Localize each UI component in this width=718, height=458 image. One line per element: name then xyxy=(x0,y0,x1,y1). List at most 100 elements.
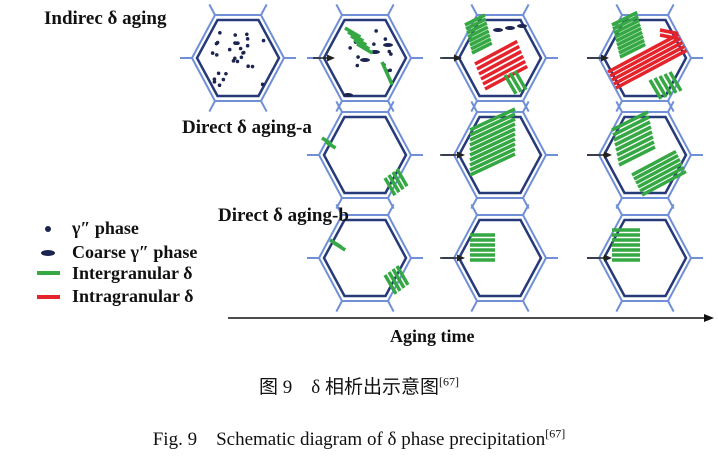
intergranular-delta xyxy=(635,157,681,185)
axis-label: Aging time xyxy=(390,326,475,346)
intergranular-delta xyxy=(648,79,663,100)
triple-junction-branch xyxy=(667,100,675,113)
triple-junction-branch xyxy=(387,3,395,16)
intergranular-delta xyxy=(614,125,652,147)
gamma-phase-dot xyxy=(250,64,255,69)
triple-junction-branch xyxy=(667,203,675,216)
triple-junction-branch xyxy=(260,100,268,113)
caption-en: Fig. 9 Schematic diagram of δ phase prec… xyxy=(0,424,718,451)
triple-junction-branch xyxy=(208,3,216,16)
triple-junction-branch xyxy=(387,203,395,216)
gamma-phase-dot xyxy=(245,43,250,48)
intragranular-delta xyxy=(480,54,525,81)
intergranular-delta xyxy=(611,10,638,27)
gamma-phase-dot xyxy=(245,32,249,37)
intragranular-delta xyxy=(615,48,688,90)
legend-dot-icon xyxy=(45,226,51,232)
intergranular-delta xyxy=(611,110,649,132)
caption-cn-ref: [67] xyxy=(438,374,459,389)
row-label-direct-b: Direct δ aging-b xyxy=(218,205,349,226)
intragranular-delta xyxy=(607,32,680,74)
intergranular-delta xyxy=(619,42,646,59)
triple-junction-branch xyxy=(387,100,395,113)
gamma-phase-dot xyxy=(372,42,376,46)
gamma-phase-dot xyxy=(224,71,228,76)
coarse-gamma-phase xyxy=(370,50,380,54)
grain-boundary-inner xyxy=(195,18,281,98)
intergranular-delta xyxy=(616,30,643,47)
triple-junction-branch xyxy=(522,3,530,16)
intergranular-delta xyxy=(347,30,365,43)
time-axis-arrow-head xyxy=(704,314,714,322)
intergranular-delta xyxy=(469,127,516,152)
gamma-phase-dot xyxy=(355,63,360,68)
coarse-gamma-phase xyxy=(505,26,515,30)
gamma-phase-dot xyxy=(233,33,238,37)
intergranular-delta xyxy=(391,268,406,289)
gamma-phase-dot xyxy=(227,47,232,52)
intergranular-delta xyxy=(508,72,523,93)
intergranular-delta xyxy=(471,41,493,55)
intergranular-delta xyxy=(387,271,402,292)
coarse-gamma-phase xyxy=(360,58,370,62)
intragranular-delta xyxy=(474,39,519,66)
gamma-phase-dot xyxy=(238,46,243,51)
gamma-phase-dot xyxy=(356,55,360,59)
intergranular-delta xyxy=(613,18,640,35)
gamma-phase-dot xyxy=(241,50,246,55)
gamma-phase-dot xyxy=(388,68,393,73)
triple-junction-branch xyxy=(667,300,675,313)
triple-junction-branch xyxy=(387,300,395,313)
intergranular-delta xyxy=(468,29,490,43)
gamma-phase-dot xyxy=(348,46,352,50)
gamma-phase-dot xyxy=(260,82,265,87)
intergranular-delta xyxy=(470,37,492,51)
intragranular-delta xyxy=(613,44,686,86)
intragranular-delta xyxy=(478,49,523,76)
legend-coarse-gamma-phase: Coarse γ″ phase xyxy=(72,242,198,262)
intergranular-delta xyxy=(617,140,655,162)
intergranular-delta xyxy=(464,13,486,27)
gamma-phase-dot xyxy=(387,49,392,54)
triple-junction-branch xyxy=(615,300,623,313)
intergranular-delta xyxy=(469,107,516,132)
legend-intragranular-delta: Intragranular δ xyxy=(72,286,194,306)
intergranular-delta xyxy=(639,165,685,193)
row-label-direct-a: Direct δ aging-a xyxy=(182,117,312,138)
intergranular-delta xyxy=(615,26,642,43)
gamma-phase-dot xyxy=(245,37,250,41)
intergranular-delta xyxy=(653,77,668,98)
gamma-phase-dot xyxy=(216,71,221,76)
arrow-head xyxy=(457,151,465,159)
intergranular-delta xyxy=(616,135,654,157)
caption-en-ref: [67] xyxy=(545,426,566,441)
intergranular-delta xyxy=(618,38,645,55)
arrow-head xyxy=(457,254,465,262)
triple-junction-branch xyxy=(335,203,343,216)
triple-junction-branch xyxy=(615,100,623,113)
triple-junction-branch xyxy=(470,100,478,113)
intergranular-delta xyxy=(387,174,401,194)
grain-boundary-inner xyxy=(457,218,543,298)
gamma-phase-dot xyxy=(234,41,239,46)
triple-junction-branch xyxy=(522,300,530,313)
gamma-phase-dot xyxy=(239,55,244,60)
gamma-phase-dot xyxy=(246,64,250,69)
triple-junction-branch xyxy=(522,203,530,216)
arrow-head xyxy=(327,54,335,62)
intergranular-delta xyxy=(325,140,337,150)
legend-gamma-phase: γ″ phase xyxy=(72,218,139,238)
coarse-gamma-phase xyxy=(493,28,503,32)
intergranular-delta xyxy=(612,14,639,31)
intergranular-delta xyxy=(350,34,368,47)
legend-intergranular-delta: Intergranular δ xyxy=(72,263,193,283)
intergranular-delta xyxy=(395,168,409,188)
intergranular-delta xyxy=(391,171,405,191)
row-label-indirect: Indirec δ aging xyxy=(44,8,167,29)
intergranular-delta xyxy=(395,265,410,286)
intergranular-delta xyxy=(615,130,653,152)
intergranular-delta xyxy=(469,137,516,162)
intergranular-delta xyxy=(641,169,687,197)
triple-junction-branch xyxy=(335,300,343,313)
intergranular-delta xyxy=(618,145,656,167)
